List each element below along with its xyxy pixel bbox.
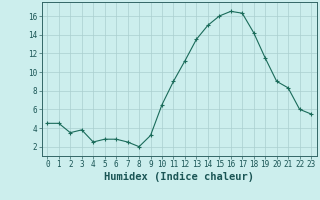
X-axis label: Humidex (Indice chaleur): Humidex (Indice chaleur) (104, 172, 254, 182)
